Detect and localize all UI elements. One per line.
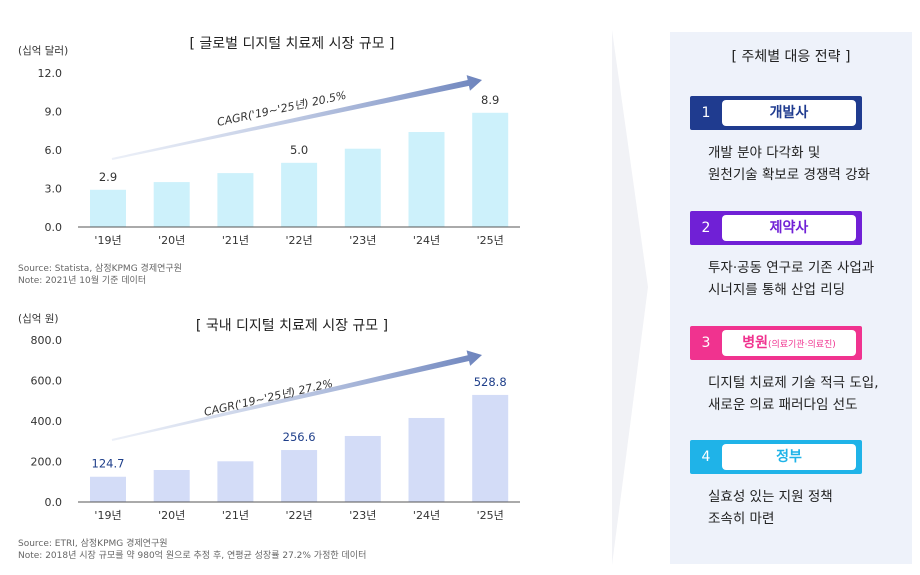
y-tick-label: 600.0 <box>31 375 63 388</box>
data-label: 256.6 <box>283 430 316 444</box>
unit-label: (십억 원) <box>18 313 59 325</box>
bar <box>472 394 509 502</box>
hospital-badge: 3 병원(의료기관·의료진) <box>690 326 862 360</box>
developer-badge: 1 개발사 <box>690 96 862 130</box>
x-tick-label: '24년 <box>413 509 440 522</box>
domestic-market-chart: [ 국내 디지털 치료제 시장 규모 ] (십억 원) 0.0 200.0 400.… <box>18 313 520 561</box>
y-tick-label: 0.0 <box>45 221 63 234</box>
data-label: 528.8 <box>474 375 507 389</box>
description-line: 투자·공동 연구로 기존 사업과 <box>708 260 875 276</box>
x-tick-label: '24년 <box>413 234 440 247</box>
arrow-body <box>111 75 482 160</box>
bar <box>281 162 318 227</box>
x-tick-label: '23년 <box>349 509 376 522</box>
x-tick-label: '23년 <box>349 234 376 247</box>
badge-label-text: 정부 <box>776 449 802 465</box>
y-tick-label: 200.0 <box>31 456 63 469</box>
unit-label: (십억 달러) <box>18 45 68 57</box>
bar <box>90 476 126 502</box>
description-line: 실효성 있는 지원 정책 <box>708 489 833 505</box>
badge-sub-label: (의료기관·의료진) <box>767 340 836 350</box>
badge-label-text: 개발사 <box>769 105 809 121</box>
badge-number: 4 <box>701 449 711 465</box>
data-label: 5.0 <box>290 143 308 157</box>
y-tick-label: 9.0 <box>45 106 63 119</box>
x-tick-label: '25년 <box>477 234 504 247</box>
government-description: 실효성 있는 지원 정책 조속히 마련 <box>708 486 908 530</box>
description-line: 원천기술 확보로 경쟁력 강화 <box>708 167 870 183</box>
description-line: 시너지를 통해 산업 리딩 <box>708 282 846 298</box>
y-tick-label: 3.0 <box>45 183 63 196</box>
global-market-chart: [ 글로벌 디지털 치료제 시장 규모 ] (십억 달러) 0.0 3.0 6.0 9… <box>18 36 520 286</box>
bar <box>472 112 509 227</box>
pharma-badge: 2 제약사 <box>690 211 862 245</box>
source-note: Source: ETRI, 삼정KPMG 경제연구원 <box>18 537 168 549</box>
hospital-description: 디지털 치료제 기술 적극 도입, 새로운 의료 패러다임 선도 <box>708 372 908 416</box>
developer-description: 개발 분야 다각화 및 원천기술 확보로 경쟁력 강화 <box>708 142 908 186</box>
chevron-separator <box>612 30 648 565</box>
description-line: 새로운 의료 패러다임 선도 <box>708 397 858 413</box>
x-tick-label: '22년 <box>286 234 313 247</box>
x-tick-label: '19년 <box>94 509 121 522</box>
source-note: Note: 2021년 10월 기준 데이터 <box>18 274 146 286</box>
bar <box>281 450 318 502</box>
arrow-body <box>111 350 483 441</box>
strategy-panel: [ 주체별 대응 전략 ] 1 개발사 개발 분야 다각화 및 원천기술 확보로… <box>670 32 912 564</box>
x-tick-label: '25년 <box>477 509 504 522</box>
badge-label: 병원(의료기관·의료진) <box>722 330 856 356</box>
government-badge: 4 정부 <box>690 440 862 474</box>
badge-number: 1 <box>701 105 711 121</box>
data-label: 2.9 <box>99 170 117 184</box>
data-label: 8.9 <box>481 93 499 107</box>
badge-label-text: 병원 <box>742 335 768 351</box>
description-line: 개발 분야 다각화 및 <box>708 145 821 161</box>
x-tick-label: '19년 <box>94 234 121 247</box>
description-line: 디지털 치료제 기술 적극 도입, <box>708 375 879 391</box>
source-note: Source: Statista, 삼정KPMG 경제연구원 <box>18 262 182 274</box>
x-tick-label: '20년 <box>158 509 185 522</box>
y-tick-label: 6.0 <box>45 144 63 157</box>
description-line: 조속히 마련 <box>708 511 775 527</box>
x-tick-label: '21년 <box>222 509 249 522</box>
y-tick-label: 800.0 <box>31 334 63 347</box>
y-tick-label: 12.0 <box>38 67 63 80</box>
panel-title: [ 주체별 대응 전략 ] <box>731 49 851 65</box>
data-label: 124.7 <box>92 457 125 471</box>
badge-number: 2 <box>701 220 711 236</box>
bar <box>153 470 190 502</box>
chart-title: [ 국내 디지털 치료제 시장 규모 ] <box>196 318 388 334</box>
y-tick-label: 400.0 <box>31 415 63 428</box>
bar <box>153 182 190 227</box>
arrow-shape <box>111 75 482 160</box>
bar <box>408 132 445 227</box>
source-note: Note: 2018년 시장 규모를 약 980억 원으로 추정 후, 연평균 … <box>18 549 366 561</box>
cagr-arrow <box>111 75 482 160</box>
cagr-arrow <box>111 350 483 441</box>
bar <box>217 173 254 227</box>
arrow-shape <box>111 350 483 441</box>
badge-number: 3 <box>701 335 711 351</box>
y-tick-label: 0.0 <box>45 496 63 509</box>
badge-label: 제약사 <box>722 215 856 241</box>
x-tick-label: '21년 <box>222 234 249 247</box>
x-tick-label: '20년 <box>158 234 185 247</box>
badge-label: 정부 <box>722 444 856 470</box>
pharma-description: 투자·공동 연구로 기존 사업과 시너지를 통해 산업 리딩 <box>708 257 908 301</box>
bar <box>408 417 445 502</box>
cagr-label: CAGR('19~'25년) 27.2% <box>203 377 334 419</box>
bar <box>217 461 254 502</box>
badge-label-text: 제약사 <box>769 220 809 236</box>
bar <box>344 148 381 227</box>
bar <box>90 189 126 227</box>
badge-label: 개발사 <box>722 100 856 126</box>
bar <box>344 435 381 502</box>
chart-title: [ 글로벌 디지털 치료제 시장 규모 ] <box>189 36 394 52</box>
x-tick-label: '22년 <box>286 509 313 522</box>
